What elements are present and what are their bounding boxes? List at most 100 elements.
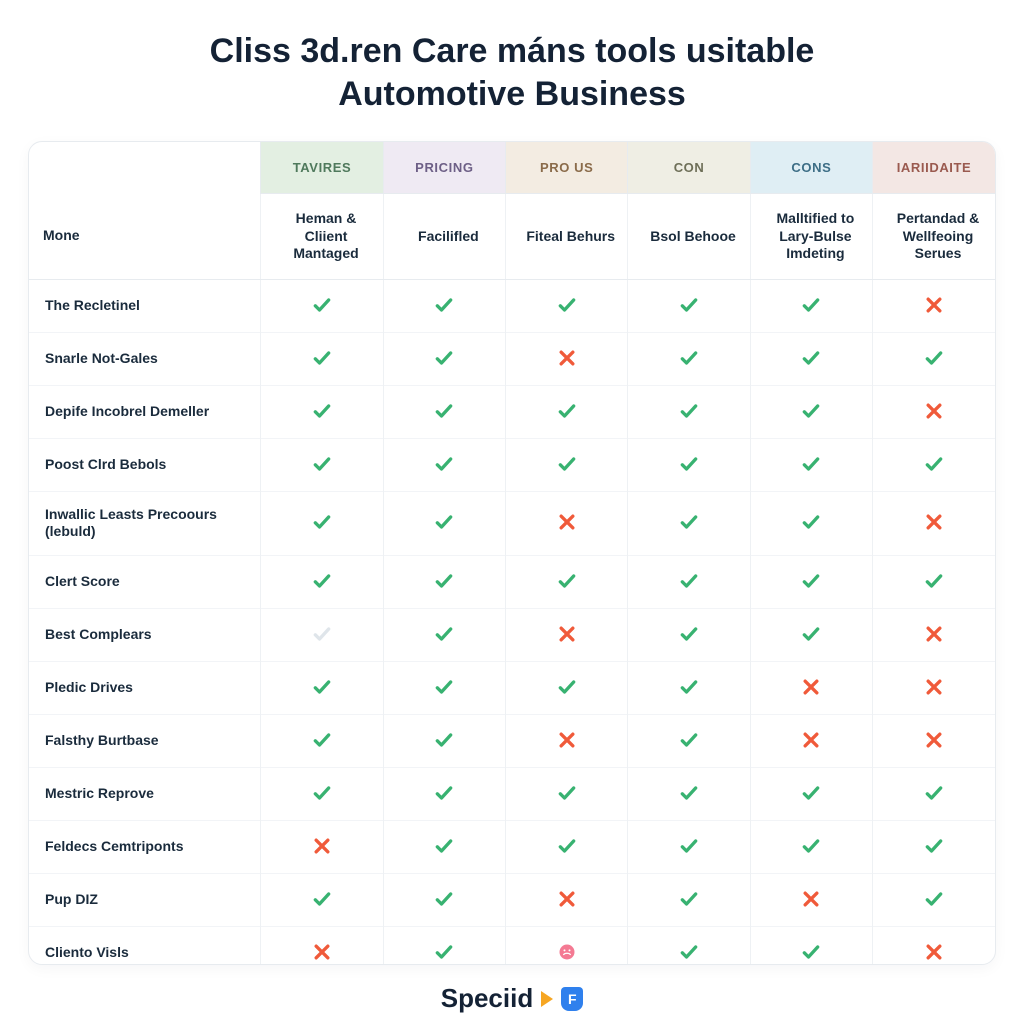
feature-cell <box>750 332 872 385</box>
check-icon <box>678 729 700 751</box>
feature-cell <box>506 438 628 491</box>
feature-cell <box>873 767 995 820</box>
check-icon <box>800 941 822 963</box>
feature-cell <box>628 661 750 714</box>
feature-cell <box>261 714 383 767</box>
feature-cell <box>873 491 995 555</box>
check-icon <box>923 570 945 592</box>
feature-cell <box>261 767 383 820</box>
row-label: Poost Clrd Bebols <box>29 438 261 491</box>
check-icon <box>678 835 700 857</box>
check-icon <box>433 729 455 751</box>
cross-icon <box>311 941 333 963</box>
feature-cell <box>628 820 750 873</box>
check-icon <box>311 676 333 698</box>
check-icon <box>678 453 700 475</box>
feature-cell <box>261 608 383 661</box>
check-icon <box>678 676 700 698</box>
check-icon <box>433 782 455 804</box>
feature-cell <box>628 767 750 820</box>
check-icon <box>556 676 578 698</box>
feature-cell <box>873 332 995 385</box>
row-label: Inwallic Leasts Precoours (lebuld) <box>29 491 261 555</box>
check-icon <box>678 888 700 910</box>
feature-cell <box>261 332 383 385</box>
row-label: Best Complears <box>29 608 261 661</box>
feature-cell <box>750 926 872 965</box>
category-header: CON <box>628 142 750 194</box>
feature-cell <box>383 767 505 820</box>
feature-cell <box>261 873 383 926</box>
table-row: Cliento Visls <box>29 926 995 965</box>
check-icon <box>800 570 822 592</box>
comparison-table: TAVIRESPRICINGPRO USCONCONSIARIIDAITE Mo… <box>28 141 996 965</box>
feature-cell <box>261 555 383 608</box>
feature-cell <box>383 332 505 385</box>
check-icon <box>556 782 578 804</box>
feature-cell <box>261 385 383 438</box>
check-icon <box>800 623 822 645</box>
feature-cell <box>750 767 872 820</box>
row-label: Feldecs Cemtriponts <box>29 820 261 873</box>
row-label: Pledic Drives <box>29 661 261 714</box>
check-icon <box>800 347 822 369</box>
feature-cell <box>383 555 505 608</box>
check-icon <box>678 941 700 963</box>
row-label: Falsthy Burtbase <box>29 714 261 767</box>
cross-icon <box>923 400 945 422</box>
category-header-row: TAVIRESPRICINGPRO USCONCONSIARIIDAITE <box>29 142 995 194</box>
feature-cell <box>383 714 505 767</box>
feature-cell <box>261 279 383 332</box>
row-label: Cliento Visls <box>29 926 261 965</box>
row-label: Clert Score <box>29 555 261 608</box>
feature-cell <box>750 438 872 491</box>
sub-header-row: Mone Heman & Cliient MantagedFacilifledF… <box>29 194 995 280</box>
table-row: Inwallic Leasts Precoours (lebuld) <box>29 491 995 555</box>
table-row: The Recletinel <box>29 279 995 332</box>
category-header: PRICING <box>383 142 505 194</box>
sub-header: Fiteal Behurs <box>506 194 628 280</box>
feature-cell <box>383 438 505 491</box>
check-icon <box>433 294 455 316</box>
feature-cell <box>750 385 872 438</box>
table-row: Snarle Not-Gales <box>29 332 995 385</box>
cross-icon <box>923 294 945 316</box>
feature-cell <box>261 438 383 491</box>
feature-cell <box>383 873 505 926</box>
feature-cell <box>506 926 628 965</box>
row-label: Snarle Not-Gales <box>29 332 261 385</box>
feature-cell <box>628 385 750 438</box>
check-icon <box>311 453 333 475</box>
feature-cell <box>506 767 628 820</box>
feature-cell <box>873 926 995 965</box>
check-icon <box>311 400 333 422</box>
feature-cell <box>873 438 995 491</box>
feature-cell <box>873 820 995 873</box>
table-row: Mestric Reprove <box>29 767 995 820</box>
header-blank <box>29 142 261 194</box>
feature-cell <box>750 555 872 608</box>
feature-cell <box>873 555 995 608</box>
feature-cell <box>506 491 628 555</box>
feature-cell <box>383 385 505 438</box>
check-icon <box>433 888 455 910</box>
check-icon <box>433 623 455 645</box>
category-header: TAVIRES <box>261 142 383 194</box>
feature-cell <box>506 279 628 332</box>
cross-icon <box>311 835 333 857</box>
check-icon <box>433 570 455 592</box>
cross-icon <box>556 347 578 369</box>
feature-cell <box>628 714 750 767</box>
check-icon <box>556 835 578 857</box>
title-line-1: Cliss 3d.ren Care máns tools usitable <box>210 32 815 70</box>
check-icon <box>678 511 700 533</box>
check-icon <box>556 570 578 592</box>
cross-icon <box>923 623 945 645</box>
category-header: CONS <box>750 142 872 194</box>
check-icon <box>800 782 822 804</box>
feature-cell <box>261 926 383 965</box>
feature-cell <box>383 820 505 873</box>
footer-badge: F <box>561 987 583 1011</box>
table-row: Poost Clrd Bebols <box>29 438 995 491</box>
check-icon <box>433 941 455 963</box>
